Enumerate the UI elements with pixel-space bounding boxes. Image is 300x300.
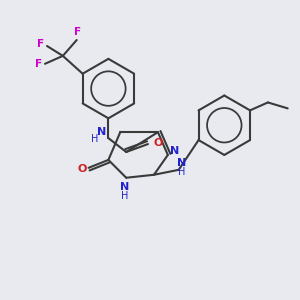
Text: H: H bbox=[121, 190, 128, 201]
Text: H: H bbox=[178, 167, 185, 177]
Text: N: N bbox=[170, 146, 179, 156]
Text: F: F bbox=[74, 27, 81, 37]
Text: N: N bbox=[97, 127, 106, 137]
Text: F: F bbox=[35, 59, 42, 69]
Text: O: O bbox=[154, 138, 163, 148]
Text: F: F bbox=[37, 39, 44, 49]
Text: N: N bbox=[120, 182, 129, 192]
Text: H: H bbox=[91, 134, 98, 144]
Text: O: O bbox=[78, 164, 87, 174]
Text: N: N bbox=[177, 158, 186, 168]
